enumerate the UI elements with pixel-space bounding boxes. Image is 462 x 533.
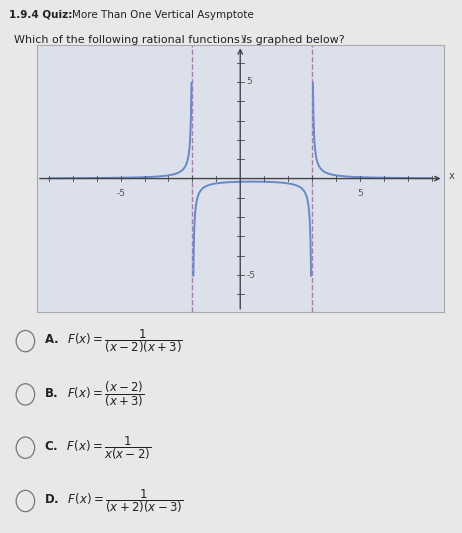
Text: Which of the following rational functions is graphed below?: Which of the following rational function… [14,35,345,45]
Text: -5: -5 [246,271,255,280]
Text: $\mathbf{B.}$  $F(x) = \dfrac{(x-2)}{(x+3)}$: $\mathbf{B.}$ $F(x) = \dfrac{(x-2)}{(x+3… [44,379,145,409]
Text: $\mathbf{D.}$  $F(x) = \dfrac{1}{(x+2)(x-3)}$: $\mathbf{D.}$ $F(x) = \dfrac{1}{(x+2)(x-… [44,487,183,515]
Text: $\mathbf{C.}$  $F(x) = \dfrac{1}{x(x-2)}$: $\mathbf{C.}$ $F(x) = \dfrac{1}{x(x-2)}$ [44,434,151,462]
Text: $\mathbf{A.}$  $F(x) = \dfrac{1}{(x-2)(x+3)}$: $\mathbf{A.}$ $F(x) = \dfrac{1}{(x-2)(x+… [44,327,182,355]
Text: More Than One Vertical Asymptote: More Than One Vertical Asymptote [72,10,253,20]
Text: 5: 5 [246,77,252,86]
Text: x: x [448,171,454,181]
Text: y: y [241,34,247,43]
Text: -5: -5 [116,189,125,198]
Text: 5: 5 [357,189,363,198]
Text: 1.9.4 Quiz:: 1.9.4 Quiz: [9,10,73,20]
